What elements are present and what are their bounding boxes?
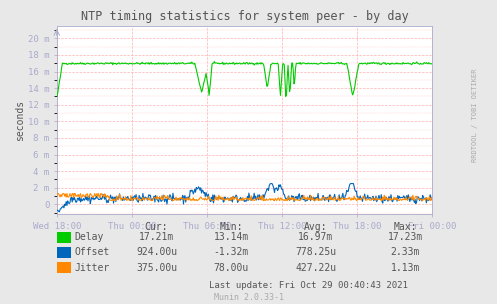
Text: Last update: Fri Oct 29 00:40:43 2021: Last update: Fri Oct 29 00:40:43 2021 — [209, 281, 408, 290]
Text: 1.13m: 1.13m — [390, 263, 420, 272]
Title: NTP timing statistics for system peer - by day: NTP timing statistics for system peer - … — [81, 10, 409, 23]
Text: Munin 2.0.33-1: Munin 2.0.33-1 — [214, 293, 283, 302]
Text: -1.32m: -1.32m — [214, 247, 248, 257]
Text: 375.00u: 375.00u — [136, 263, 177, 272]
Text: 13.14m: 13.14m — [214, 232, 248, 242]
Text: Min:: Min: — [219, 222, 243, 232]
Text: 924.00u: 924.00u — [136, 247, 177, 257]
Text: 778.25u: 778.25u — [295, 247, 336, 257]
Y-axis label: seconds: seconds — [15, 99, 25, 141]
Text: Avg:: Avg: — [304, 222, 328, 232]
Text: Jitter: Jitter — [75, 263, 110, 272]
Text: 427.22u: 427.22u — [295, 263, 336, 272]
Text: 2.33m: 2.33m — [390, 247, 420, 257]
Text: 17.21m: 17.21m — [139, 232, 174, 242]
Text: Delay: Delay — [75, 232, 104, 242]
Text: 17.23m: 17.23m — [388, 232, 422, 242]
Text: Max:: Max: — [393, 222, 417, 232]
Text: 16.97m: 16.97m — [298, 232, 333, 242]
Text: 78.00u: 78.00u — [214, 263, 248, 272]
Text: RRDTOOL / TOBI OETIKER: RRDTOOL / TOBI OETIKER — [472, 69, 478, 162]
Text: Offset: Offset — [75, 247, 110, 257]
Text: Cur:: Cur: — [145, 222, 168, 232]
